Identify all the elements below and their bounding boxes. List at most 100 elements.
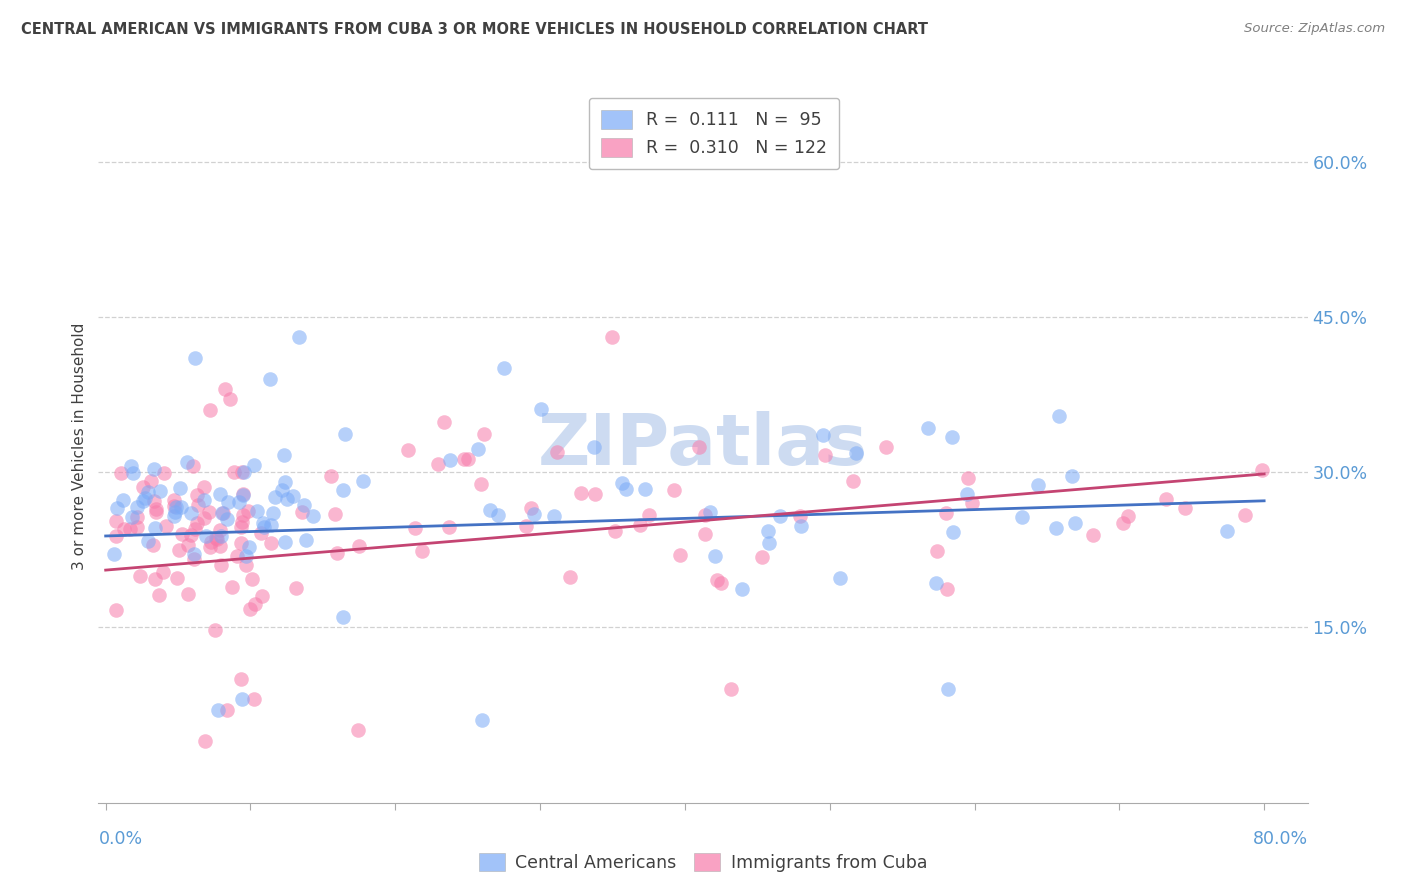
Point — [211, 506, 233, 520]
Point — [177, 538, 200, 552]
Point — [155, 519, 177, 533]
Point — [546, 445, 568, 459]
Point — [813, 448, 835, 462]
Point — [333, 427, 356, 442]
Point — [221, 581, 243, 595]
Point — [139, 474, 162, 488]
Point — [941, 430, 963, 444]
Point — [125, 500, 148, 514]
Point — [205, 531, 228, 545]
Point — [1064, 516, 1087, 530]
Point — [193, 493, 215, 508]
Point — [347, 539, 370, 553]
Point — [302, 509, 325, 524]
Point — [281, 489, 304, 503]
Point — [396, 442, 419, 457]
Point — [208, 539, 231, 553]
Point — [145, 505, 167, 519]
Point — [470, 476, 492, 491]
Point — [935, 506, 957, 520]
Point — [152, 566, 174, 580]
Point — [291, 506, 314, 520]
Point — [957, 471, 980, 485]
Point — [1112, 516, 1135, 531]
Point — [453, 452, 475, 467]
Point — [326, 546, 349, 560]
Point — [194, 529, 217, 543]
Point — [194, 733, 217, 747]
Point — [332, 610, 354, 624]
Point — [186, 487, 208, 501]
Point — [209, 486, 232, 500]
Point — [515, 518, 537, 533]
Point — [239, 602, 262, 616]
Point — [219, 392, 242, 407]
Point — [706, 573, 728, 587]
Point — [262, 506, 284, 520]
Point — [129, 569, 152, 583]
Point — [1083, 527, 1105, 541]
Point — [217, 703, 239, 717]
Point — [758, 535, 780, 549]
Point — [172, 526, 194, 541]
Point — [467, 442, 489, 456]
Point — [875, 440, 897, 454]
Point — [828, 571, 851, 585]
Point — [630, 518, 652, 533]
Point — [200, 534, 222, 549]
Point — [211, 506, 233, 520]
Point — [1234, 508, 1257, 523]
Point — [143, 521, 166, 535]
Point — [730, 582, 752, 597]
Point — [756, 524, 779, 539]
Point — [132, 493, 155, 508]
Point — [263, 490, 285, 504]
Point — [165, 500, 187, 515]
Legend: Central Americans, Immigrants from Cuba: Central Americans, Immigrants from Cuba — [472, 847, 934, 879]
Point — [233, 465, 256, 479]
Point — [294, 533, 316, 547]
Point — [167, 542, 190, 557]
Point — [105, 501, 128, 516]
Point — [136, 533, 159, 548]
Point — [204, 623, 226, 637]
Point — [145, 502, 167, 516]
Point — [457, 451, 479, 466]
Text: CENTRAL AMERICAN VS IMMIGRANTS FROM CUBA 3 OR MORE VEHICLES IN HOUSEHOLD CORRELA: CENTRAL AMERICAN VS IMMIGRANTS FROM CUBA… — [21, 22, 928, 37]
Point — [669, 548, 692, 562]
Y-axis label: 3 or more Vehicles in Household: 3 or more Vehicles in Household — [72, 322, 87, 570]
Point — [610, 476, 633, 491]
Point — [520, 500, 543, 515]
Point — [1215, 524, 1237, 538]
Point — [558, 569, 581, 583]
Point — [250, 526, 273, 541]
Point — [325, 507, 347, 521]
Point — [166, 571, 188, 585]
Point — [226, 549, 249, 563]
Point — [352, 474, 374, 488]
Point — [238, 503, 260, 517]
Point — [842, 474, 865, 488]
Point — [231, 692, 253, 706]
Point — [209, 529, 232, 543]
Point — [111, 493, 134, 508]
Point — [927, 543, 949, 558]
Point — [132, 480, 155, 494]
Point — [1062, 469, 1084, 483]
Point — [142, 538, 165, 552]
Point — [583, 487, 606, 501]
Point — [688, 440, 710, 454]
Point — [274, 534, 297, 549]
Point — [105, 529, 128, 543]
Point — [193, 480, 215, 494]
Point — [118, 522, 141, 536]
Point — [142, 493, 165, 508]
Point — [935, 582, 957, 596]
Point — [105, 603, 128, 617]
Point — [163, 505, 186, 519]
Point — [231, 672, 253, 686]
Point — [260, 536, 283, 550]
Point — [638, 508, 661, 522]
Point — [224, 465, 246, 479]
Point — [789, 509, 811, 524]
